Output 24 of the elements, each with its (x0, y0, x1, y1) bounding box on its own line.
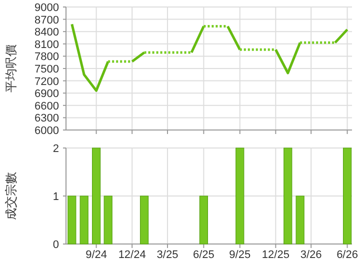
x-tick-label: 12/25 (262, 249, 290, 261)
x-tick-label: 9/24 (86, 249, 108, 261)
y-tick-label: 7800 (34, 51, 59, 64)
y-tick-label: 0 (52, 239, 59, 251)
y-tick-label: 8400 (34, 26, 59, 39)
y-tick-label: 6900 (34, 88, 59, 100)
y-axis-title: 平均呎價 (4, 44, 18, 92)
y-tick-label: 2 (52, 143, 59, 155)
y-tick-label: 6300 (34, 112, 59, 125)
x-tick-label: 9/25 (229, 249, 251, 261)
y-tick-label: 1 (52, 191, 59, 203)
y-tick-label: 9000 (34, 2, 59, 14)
y-tick-label: 6600 (34, 100, 59, 112)
x-tick-label: 6/26 (336, 249, 358, 261)
x-tick-label: 6/25 (192, 249, 214, 261)
y-tick-label: 7200 (34, 76, 59, 88)
y-tick-label: 6000 (34, 125, 59, 137)
y-tick-label: 8700 (34, 14, 59, 26)
y-tick-label: 8100 (34, 38, 59, 51)
x-tick-label: 3/26 (300, 249, 322, 261)
x-tick-label: 12/24 (118, 249, 146, 261)
y-axis-title: 成交宗數 (4, 172, 18, 220)
x-tick-label: 3/25 (156, 249, 178, 261)
y-tick-label: 7500 (34, 64, 59, 76)
